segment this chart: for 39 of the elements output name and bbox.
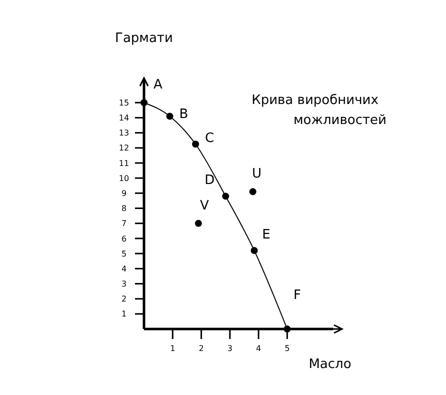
y-tick-label: 12	[118, 144, 130, 153]
y-tick-label: 3	[121, 280, 127, 289]
y-tick-label: 9	[121, 188, 127, 198]
annotation: C	[205, 131, 214, 146]
point	[249, 188, 256, 196]
y-tick-label: 15	[118, 98, 130, 108]
point	[250, 247, 258, 254]
y-tick-label: 2	[121, 294, 127, 304]
x-axis-title: Масло	[308, 357, 352, 372]
y-tick-label: 14	[118, 114, 130, 123]
point	[222, 192, 230, 200]
annotation: E	[262, 228, 270, 243]
y-tick-label: 11	[118, 158, 130, 168]
annotation: A	[154, 78, 163, 93]
point	[140, 99, 148, 106]
text: Крива виробничих можливостей	[252, 93, 387, 128]
point	[194, 220, 202, 227]
annotation: U	[252, 166, 262, 182]
annotation: D	[204, 173, 215, 188]
annotation: F	[293, 288, 301, 303]
y-tick-label: 5	[121, 249, 127, 258]
x-tick-label: 4	[256, 344, 262, 353]
y-tick-label: 8	[121, 204, 127, 214]
y-tick-label: 10	[118, 174, 130, 183]
y-tick-label: 1	[121, 310, 127, 319]
x-tick-label: 3	[227, 344, 232, 353]
point	[192, 140, 200, 148]
point	[166, 112, 174, 120]
annotation: B	[179, 107, 188, 122]
y-tick-label: 7	[121, 219, 127, 228]
point	[284, 326, 291, 332]
y-tick-label: 6	[121, 234, 127, 244]
x-tick-label: 2	[198, 344, 204, 353]
x-tick-label: 5	[284, 344, 290, 353]
annotation: V	[200, 198, 209, 214]
y-tick-label: 4	[121, 264, 127, 274]
y-axis-title: Гармати	[115, 31, 173, 46]
y-tick-label: 13	[118, 128, 130, 138]
x-tick-label: 1	[170, 344, 176, 353]
